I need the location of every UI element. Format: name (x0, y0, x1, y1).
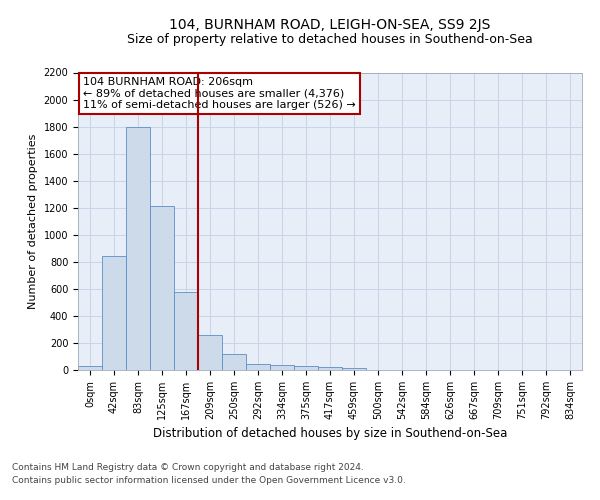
Y-axis label: Number of detached properties: Number of detached properties (28, 134, 38, 309)
X-axis label: Distribution of detached houses by size in Southend-on-Sea: Distribution of detached houses by size … (153, 428, 507, 440)
Text: Contains HM Land Registry data © Crown copyright and database right 2024.: Contains HM Land Registry data © Crown c… (12, 464, 364, 472)
Bar (222, 354, 246, 370)
Bar (174, 292, 198, 370)
Text: Size of property relative to detached houses in Southend-on-Sea: Size of property relative to detached ho… (127, 32, 533, 46)
Bar (150, 206, 174, 370)
Bar (318, 367, 342, 370)
Bar (270, 365, 294, 370)
Bar (102, 256, 126, 370)
Bar (342, 368, 366, 370)
Bar (126, 126, 150, 370)
Text: 104, BURNHAM ROAD, LEIGH-ON-SEA, SS9 2JS: 104, BURNHAM ROAD, LEIGH-ON-SEA, SS9 2JS (169, 18, 491, 32)
Bar (78, 366, 102, 370)
Bar (246, 364, 270, 370)
Bar (294, 366, 318, 370)
Text: 104 BURNHAM ROAD: 206sqm
← 89% of detached houses are smaller (4,376)
11% of sem: 104 BURNHAM ROAD: 206sqm ← 89% of detach… (83, 77, 356, 110)
Text: Contains public sector information licensed under the Open Government Licence v3: Contains public sector information licen… (12, 476, 406, 485)
Bar (198, 335, 222, 370)
